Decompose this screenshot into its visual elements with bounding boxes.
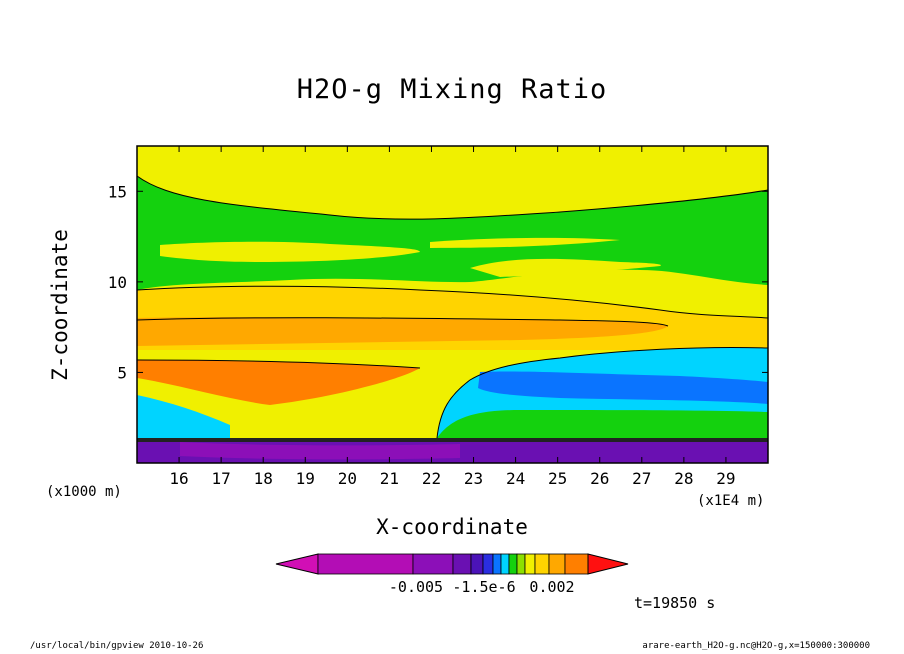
x-tick-label: 28 xyxy=(674,469,693,488)
x-tick-label: 27 xyxy=(632,469,651,488)
x-tick-label: 18 xyxy=(254,469,273,488)
y-tick-label: 15 xyxy=(108,182,127,201)
contour-line-4 xyxy=(136,175,769,220)
field-band-cyan-left xyxy=(137,395,230,438)
footer-command: /usr/local/bin/gpview 2010-10-26 xyxy=(30,641,204,651)
x-tick-label: 17 xyxy=(212,469,231,488)
contour-line-2 xyxy=(136,317,669,327)
x-tick-label: 26 xyxy=(590,469,609,488)
contour-line-1 xyxy=(136,285,769,319)
colorbar-segment xyxy=(470,553,484,575)
contour-line-5 xyxy=(436,347,769,439)
x-tick-label: 24 xyxy=(506,469,525,488)
colorbar-segment xyxy=(412,553,454,575)
field-band-magenta-surface xyxy=(180,442,460,460)
field-band-yellow-island-mid xyxy=(430,237,620,248)
y-tick-label: 5 xyxy=(117,363,127,382)
x-tick-label: 20 xyxy=(338,469,357,488)
colorbar-segment xyxy=(548,553,566,575)
colorbar-segment xyxy=(492,553,502,575)
x-tick-label: 16 xyxy=(169,469,188,488)
x-tick-label: 19 xyxy=(296,469,315,488)
footer-source: arare-earth_H2O-g.nc@H2O-g,x=150000:3000… xyxy=(642,641,870,651)
x-tick-label: 25 xyxy=(548,469,567,488)
colorbar: -0.005 -1.5e-6 0.002 xyxy=(275,553,629,596)
colorbar-segment xyxy=(524,553,536,575)
field-band-orange-light xyxy=(137,317,668,346)
y-tick-label: 10 xyxy=(108,273,127,292)
chart-title: H2O-g Mixing Ratio xyxy=(296,74,608,105)
x-axis-unit: (x1E4 m) xyxy=(697,493,765,509)
x-tick-label: 21 xyxy=(380,469,399,488)
y-axis-unit: (x1000 m) xyxy=(46,484,122,500)
colorbar-segment xyxy=(534,553,550,575)
contour-field xyxy=(136,146,769,463)
field-band-green-lower xyxy=(437,410,768,438)
field-band-dark-boundary xyxy=(137,438,768,442)
colorbar-label: -1.5e-6 xyxy=(452,578,515,596)
colorbar-label: 0.002 xyxy=(529,578,574,596)
x-tick-label: 29 xyxy=(716,469,735,488)
colorbar-label: -0.005 xyxy=(389,578,443,596)
colorbar-arrow-left xyxy=(275,553,319,575)
colorbar-segment xyxy=(452,553,472,575)
x-axis-ticks: 16 17 18 19 20 21 22 23 24 25 26 27 28 29 xyxy=(169,146,736,488)
colorbar-segment xyxy=(317,553,414,575)
field-band-yellow-island-left xyxy=(160,241,420,262)
colorbar-segment xyxy=(564,553,589,575)
x-axis-label: X-coordinate xyxy=(376,515,528,539)
time-annotation: t=19850 s xyxy=(634,594,716,612)
contour-line-3 xyxy=(136,359,421,369)
colorbar-arrow-right xyxy=(587,553,629,575)
field-band-blue xyxy=(478,371,768,404)
colorbar-segment xyxy=(516,553,526,575)
field-band-orange xyxy=(137,360,420,405)
colorbar-segment xyxy=(500,553,510,575)
colorbar-segment xyxy=(482,553,494,575)
y-axis-ticks: 5 10 15 xyxy=(108,182,768,382)
x-tick-label: 22 xyxy=(422,469,441,488)
x-tick-label: 23 xyxy=(464,469,483,488)
field-band-yellow-island-right xyxy=(470,258,661,277)
plot-frame xyxy=(136,145,769,464)
colorbar-segment xyxy=(508,553,518,575)
